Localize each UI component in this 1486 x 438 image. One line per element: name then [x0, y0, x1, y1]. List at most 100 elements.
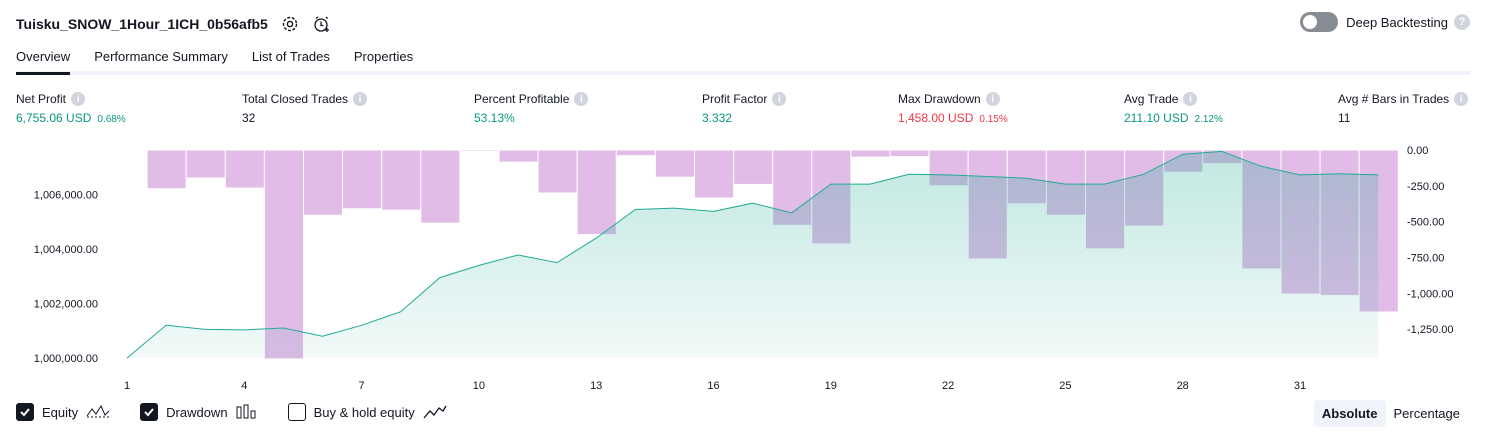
settings-icon[interactable]	[280, 14, 300, 34]
drawdown-bar	[146, 149, 187, 190]
legend-buy-hold[interactable]: Buy & hold equity	[287, 403, 447, 421]
drawdown-bar	[498, 149, 539, 163]
display-mode-switch: Absolute Percentage	[1313, 400, 1468, 427]
drawdown-checkbox[interactable]	[140, 403, 159, 421]
buy-hold-checkbox[interactable]	[287, 403, 306, 421]
toggle-knob	[1303, 15, 1318, 29]
metric-value: 3.332	[702, 111, 733, 125]
drawdown-bar	[654, 149, 696, 178]
x-axis-tick: 22	[942, 380, 954, 392]
x-axis-tick: 13	[590, 380, 602, 392]
deep-backtesting-toggle[interactable]	[1300, 12, 1339, 32]
metric-value: 53.13%	[474, 111, 515, 125]
legend-label: Buy & hold equity	[313, 404, 415, 420]
legend-drawdown[interactable]: Drawdown	[140, 403, 257, 421]
legend-equity[interactable]: Equity	[16, 403, 110, 421]
x-axis-tick: 25	[1059, 380, 1071, 392]
right-axis: 0.00 -250.00 -500.00 -750.00 -1,000.00 -1,250…	[1407, 145, 1453, 336]
mode-percentage-button[interactable]: Percentage	[1393, 406, 1461, 421]
tab-list-of-trades[interactable]: List of Trades	[251, 49, 330, 64]
info-icon[interactable]: i	[353, 92, 368, 106]
metric-value: 1,458.00 USD	[898, 111, 974, 125]
equity-checkbox[interactable]	[16, 403, 34, 421]
help-icon[interactable]: ?	[1454, 14, 1470, 30]
mode-absolute-button[interactable]: Absolute	[1313, 400, 1386, 427]
drawdown-bar	[694, 149, 735, 199]
drawdown-bar	[615, 149, 656, 157]
legend-label: Drawdown	[166, 404, 228, 420]
drawdown-bar	[889, 149, 930, 157]
metric-avg-trade: Avg Trade i 211.10 USD 2.12%	[1124, 92, 1223, 125]
drawdown-bar	[381, 149, 422, 211]
right-axis-tick: -250.00	[1407, 181, 1444, 193]
right-axis-tick: -750.00	[1407, 253, 1444, 265]
metric-max-drawdown: Max Drawdown i 1,458.00 USD 0.15%	[898, 92, 1008, 125]
right-axis-tick: -1,250.00	[1407, 324, 1453, 336]
tab-properties[interactable]: Properties	[353, 49, 414, 64]
equity-line-icon	[86, 404, 110, 420]
drawdown-bar	[733, 149, 774, 185]
metric-percent-profitable: Percent Profitable i 53.13%	[474, 92, 589, 125]
tab-performance-summary[interactable]: Performance Summary	[94, 49, 228, 64]
metric-percent: 2.12%	[1194, 114, 1223, 125]
drawdown-bar	[185, 149, 226, 179]
drawdown-bar	[263, 149, 304, 360]
left-axis-tick: 1,006,000.00	[34, 190, 98, 202]
metric-avg-bars: Avg # Bars in Trades i 11	[1338, 92, 1469, 125]
metric-label: Avg Trade	[1124, 92, 1179, 106]
drawdown-bar	[224, 149, 265, 189]
info-icon[interactable]: i	[1454, 92, 1469, 106]
drawdown-bar	[1397, 149, 1438, 152]
drawdown-bar	[576, 149, 617, 236]
metric-percent: 0.15%	[979, 114, 1008, 125]
x-axis-tick: 10	[473, 380, 485, 392]
metrics-row: Net Profit i 6,755.06 USD 0.68% Total Clos…	[0, 92, 1486, 132]
metric-value: 211.10 USD	[1124, 111, 1189, 125]
tab-overview[interactable]: Overview	[16, 46, 71, 75]
legend-label: Equity	[42, 404, 79, 420]
drawdown-bar	[342, 149, 383, 210]
info-icon[interactable]: i	[772, 92, 787, 106]
left-axis-tick: 1,002,000.00	[34, 299, 98, 311]
left-axis-tick: 1,000,000.00	[34, 353, 98, 365]
deep-backtesting-label: Deep Backtesting	[1346, 14, 1448, 30]
equity-drawdown-chart: 1,006,000.00 1,004,000.00 1,002,000.00 1,00…	[34, 145, 1454, 392]
x-axis-tick: 16	[707, 380, 719, 392]
info-icon[interactable]: i	[985, 92, 1000, 106]
equity-line	[126, 150, 1379, 359]
info-icon[interactable]: i	[574, 92, 589, 106]
metric-total-closed-trades: Total Closed Trades i 32	[242, 92, 368, 125]
drawdown-bar	[303, 149, 344, 216]
metric-label: Profit Factor	[702, 92, 768, 106]
metric-label: Net Profit	[16, 92, 67, 106]
x-axis-tick: 1	[124, 380, 130, 392]
drawdown-bar	[420, 149, 461, 224]
metric-label: Percent Profitable	[474, 92, 570, 106]
x-axis-tick: 31	[1294, 380, 1306, 392]
right-axis-tick: -1,000.00	[1407, 288, 1453, 300]
metric-net-profit: Net Profit i 6,755.06 USD 0.68%	[16, 92, 126, 125]
drawdown-bar	[537, 149, 578, 194]
add-alert-icon[interactable]	[312, 14, 332, 34]
drawdown-bar	[850, 149, 891, 158]
tab-bar: Overview Performance Summary List of Tra…	[16, 46, 1470, 75]
strategy-header: Tuisku_SNOW_1Hour_1ICH_0b56afb5	[16, 10, 332, 38]
metric-value: 6,755.06 USD	[16, 111, 92, 125]
metric-value: 11	[1338, 111, 1351, 125]
buy-hold-line-icon	[423, 404, 447, 420]
drawdown-bar	[459, 149, 500, 152]
metric-percent: 0.68%	[97, 114, 126, 125]
metric-value: 32	[242, 111, 256, 125]
x-axis-tick: 28	[1177, 380, 1189, 392]
right-axis-tick: 0.00	[1407, 145, 1428, 157]
deep-backtesting: Deep Backtesting ?	[1300, 12, 1470, 32]
metric-label: Max Drawdown	[898, 92, 981, 106]
drawdown-bar	[107, 149, 148, 152]
metric-label: Total Closed Trades	[242, 92, 349, 106]
metric-label: Avg # Bars in Trades	[1338, 92, 1450, 106]
x-axis-tick: 7	[359, 380, 365, 392]
info-icon[interactable]: i	[1183, 92, 1198, 106]
x-axis-tick: 4	[241, 380, 247, 392]
info-icon[interactable]: i	[71, 92, 86, 106]
drawdown-bars-icon	[236, 404, 258, 420]
